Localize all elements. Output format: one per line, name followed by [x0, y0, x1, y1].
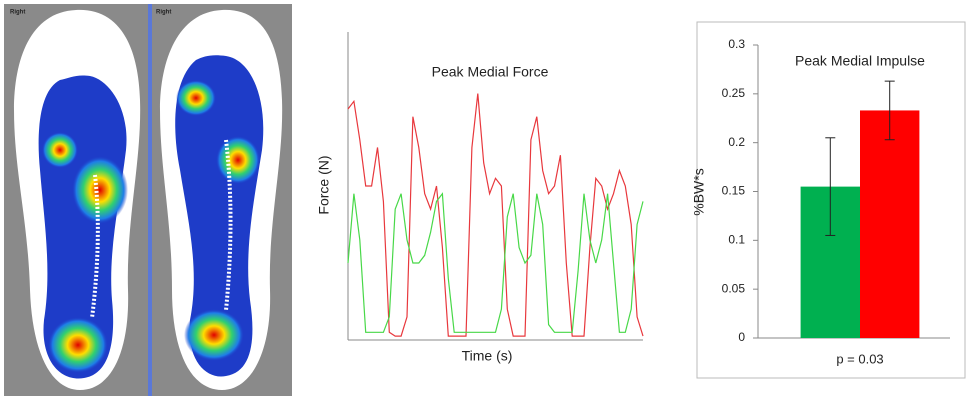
hotspot	[184, 309, 244, 361]
hotspot	[48, 317, 108, 373]
chart-title: Peak Medial Impulse	[795, 53, 925, 69]
image-label: Right	[10, 10, 25, 16]
y-axis-label: %BW*s	[691, 168, 707, 215]
image-label: Right	[156, 10, 171, 16]
y-tick-label: 0.15	[722, 184, 746, 198]
y-tick-label: 0.25	[722, 86, 746, 100]
pressure-maps: Right Right	[4, 4, 292, 396]
hotspot	[42, 132, 78, 168]
bar	[860, 110, 919, 338]
bar-chart: Peak Medial Impulse p = 0.03 %BW*s 0 0.05…	[691, 22, 965, 378]
y-tick-label: 0.3	[728, 37, 745, 51]
hotspot	[216, 136, 260, 184]
y-axis-label: Force (N)	[316, 155, 332, 214]
y-tick-label: 0	[738, 330, 745, 344]
x-axis-label: p = 0.03	[836, 351, 883, 366]
y-tick-label: 0.2	[728, 135, 745, 149]
figure: Right Right Peak Medial Force Time (s) F…	[0, 0, 968, 396]
data-line	[348, 94, 643, 337]
x-axis-label: Time (s)	[462, 348, 513, 364]
data-line	[348, 194, 643, 333]
page: Right Right Peak Medial Force Time (s) F…	[0, 0, 968, 401]
line-chart: Peak Medial Force Time (s) Force (N)	[316, 32, 643, 364]
hotspot	[176, 80, 216, 116]
y-tick-label: 0.1	[728, 233, 745, 247]
divider	[148, 4, 152, 396]
y-tick-label: 0.05	[722, 281, 746, 295]
hotspot	[72, 156, 128, 224]
chart-title: Peak Medial Force	[432, 64, 549, 80]
